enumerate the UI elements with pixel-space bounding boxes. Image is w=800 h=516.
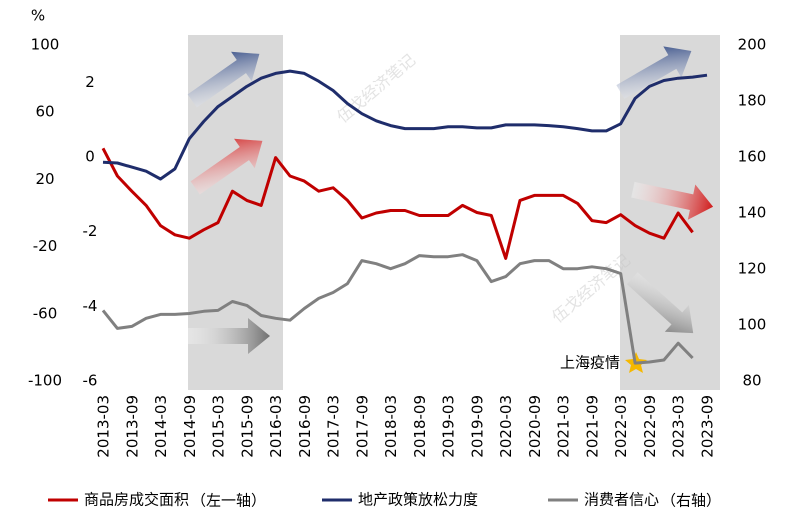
x-tick-label: 2014-09: [181, 395, 199, 458]
y-tick-label: 140: [738, 204, 767, 222]
y-tick-label: 20: [35, 170, 54, 188]
y-tick-label: 100: [738, 316, 767, 334]
y-tick-label: 0: [85, 148, 95, 166]
x-tick-label: 2022-09: [641, 395, 659, 458]
legend-note: （左一轴）: [191, 492, 266, 510]
arrow: [187, 51, 260, 108]
x-tick-label: 2015-03: [210, 395, 228, 458]
y-tick-label: 100: [31, 36, 60, 54]
y-tick-label: 60: [35, 103, 54, 121]
x-tick-label: 2016-09: [296, 395, 314, 458]
y-tick-label: 180: [738, 92, 767, 110]
arrow: [626, 272, 694, 334]
y-tick-label: 160: [738, 148, 767, 166]
x-tick-label: 2019-03: [440, 395, 458, 458]
y-tick-label: -4: [83, 297, 98, 315]
y-tick-label: 120: [738, 260, 767, 278]
x-tick-label: 2021-09: [583, 395, 601, 458]
x-tick-label: 2013-03: [95, 395, 113, 458]
y-tick-label: -100: [28, 372, 62, 390]
arrow: [631, 181, 714, 220]
x-tick-label: 2020-03: [497, 395, 515, 458]
arrow: [190, 138, 263, 195]
y-axis-unit: %: [31, 7, 45, 25]
y-tick-label: -2: [83, 222, 98, 240]
annotation: 上海疫情: [560, 354, 620, 372]
x-tick-label: 2018-03: [382, 395, 400, 458]
series-line: [101, 253, 694, 365]
y-tick-label: 80: [742, 372, 761, 390]
x-tick-label: 2013-09: [123, 395, 141, 458]
legend-label: 地产政策放松力度: [358, 491, 478, 509]
y-tick-label: -20: [33, 237, 58, 255]
legend-label: 商品房成交面积: [84, 491, 189, 509]
series-line: [101, 147, 694, 260]
x-tick-label: 2018-09: [411, 395, 429, 458]
x-tick-label: 2014-03: [152, 395, 170, 458]
x-tick-label: 2016-03: [267, 395, 285, 458]
x-tick-label: 2017-09: [353, 395, 371, 458]
series-line: [102, 69, 708, 181]
legend-label: 消费者信心: [584, 491, 659, 509]
y-tick-label: -60: [33, 304, 58, 322]
y-tick-label: -6: [83, 372, 98, 390]
x-tick-label: 2017-03: [325, 395, 343, 458]
x-tick-label: 2021-03: [555, 395, 573, 458]
watermark: 伍戈经济笔记: [333, 50, 419, 126]
arrow: [188, 318, 270, 354]
x-tick-label: 2023-03: [670, 395, 688, 458]
y-tick-label: 2: [85, 73, 95, 91]
x-tick-label: 2023-09: [699, 395, 717, 458]
y-tick-label: 200: [738, 36, 767, 54]
x-tick-label: 2015-09: [238, 395, 256, 458]
trend-arrows: [187, 46, 714, 354]
arrow: [616, 46, 692, 99]
x-tick-label: 2022-03: [612, 395, 630, 458]
legend-note: （右轴）: [661, 492, 721, 510]
x-tick-label: 2020-09: [526, 395, 544, 458]
x-tick-label: 2019-09: [468, 395, 486, 458]
